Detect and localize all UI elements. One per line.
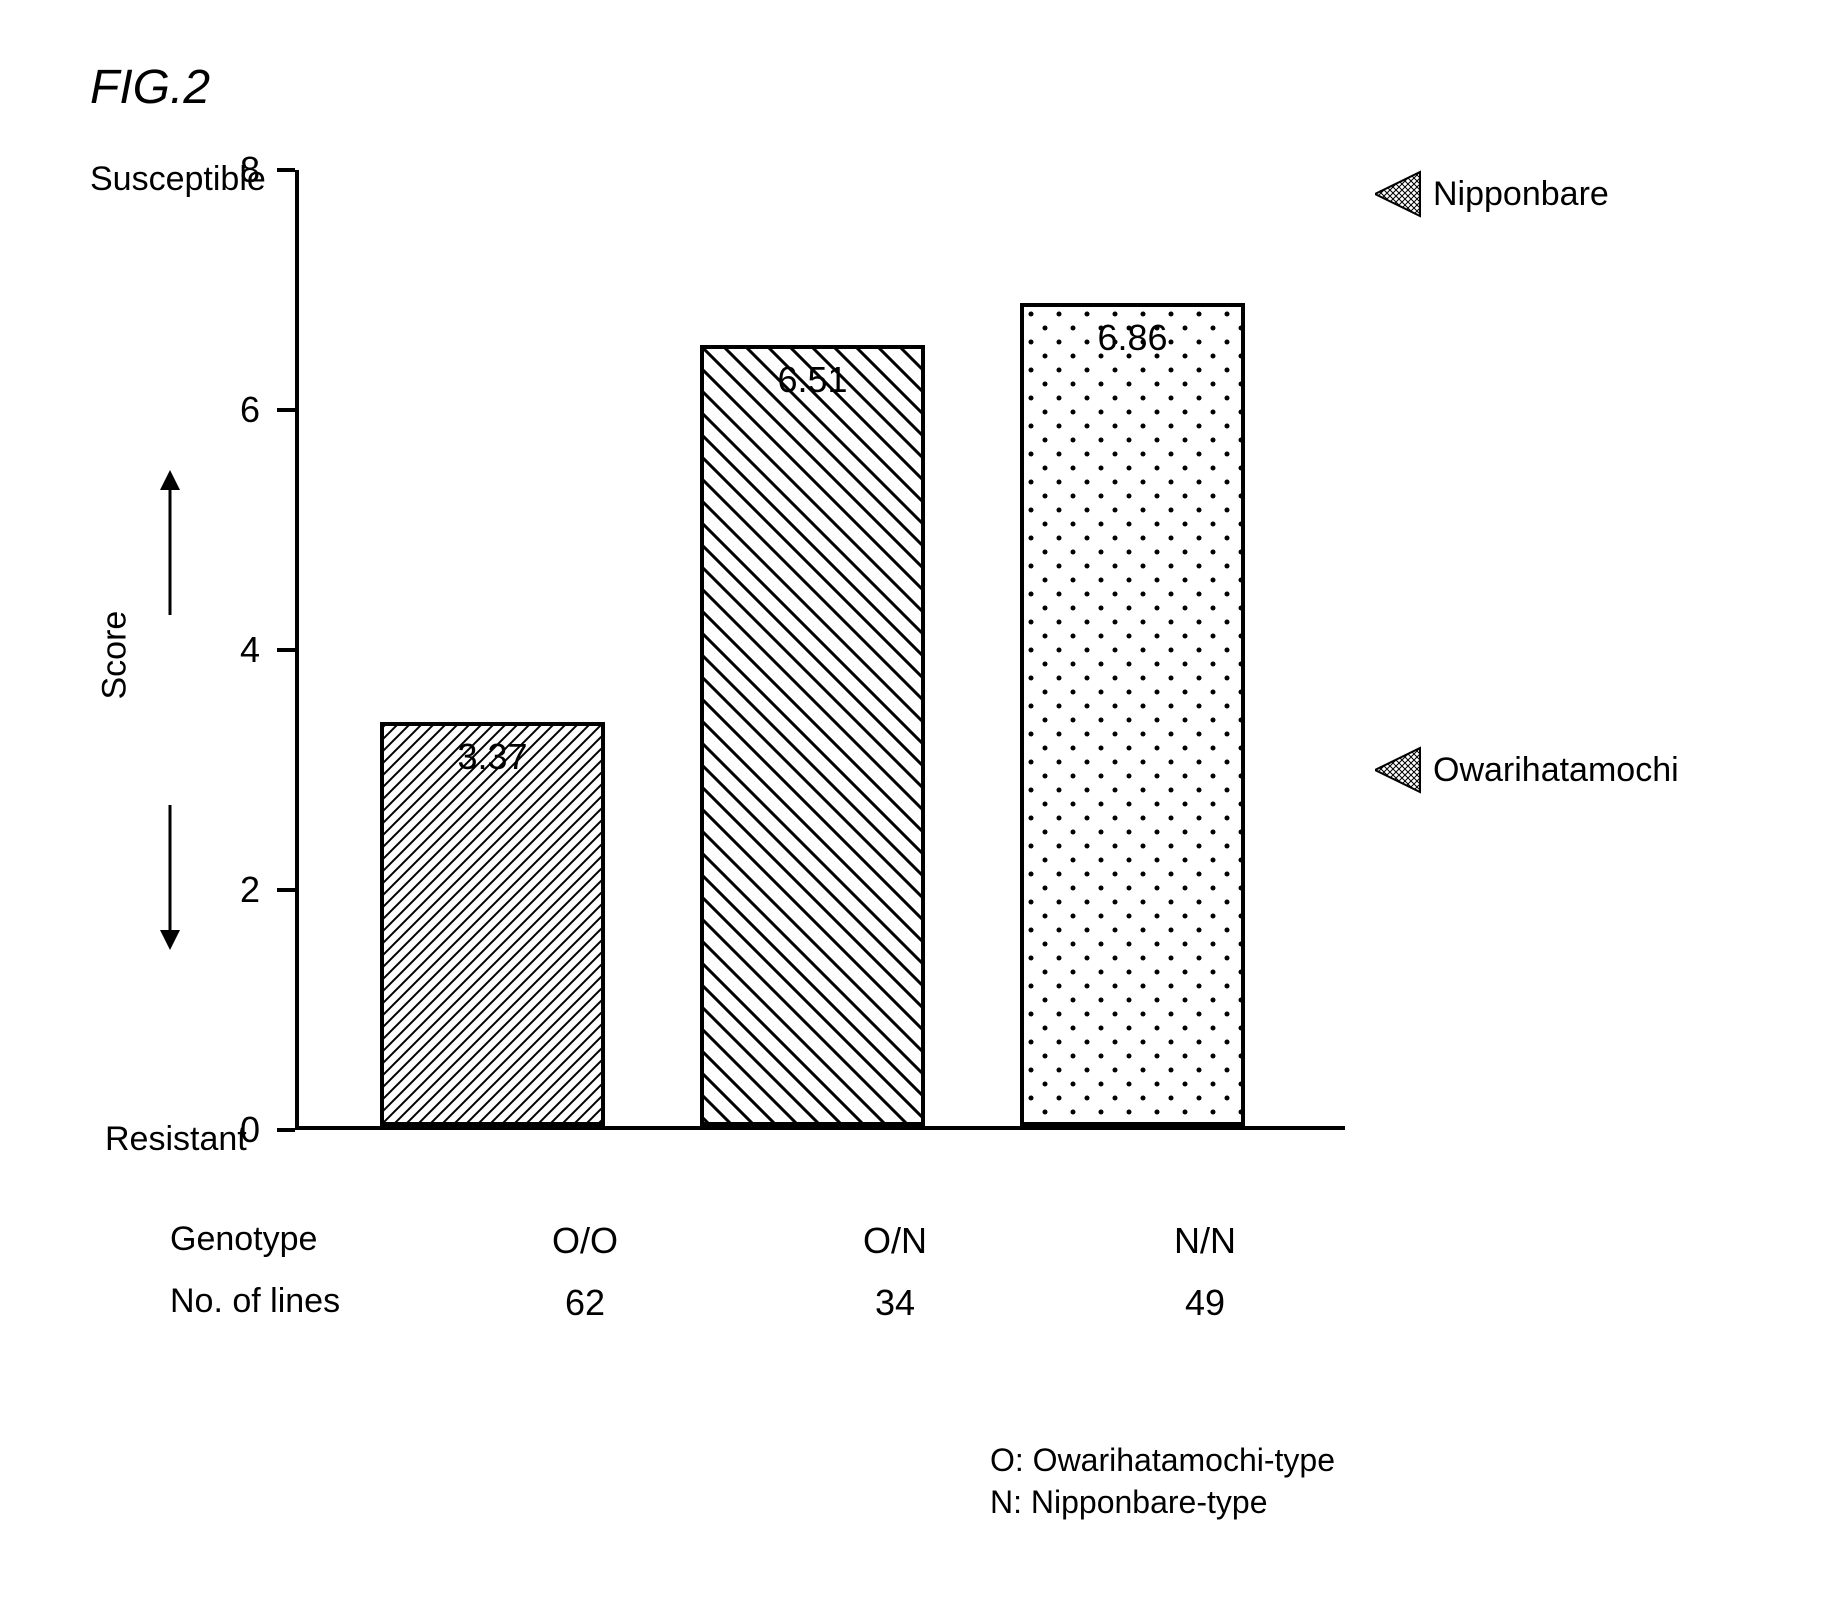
legend-line-2: N: Nipponbare-type <box>990 1482 1335 1524</box>
legend-key: O: Owarihatamochi-type N: Nipponbare-typ… <box>990 1440 1335 1523</box>
table-row: GenotypeO/OO/NN/N <box>170 1220 1370 1262</box>
marker-label: Nipponbare <box>1433 175 1609 214</box>
bar-value-label: 6.86 <box>1024 317 1241 359</box>
row-cell: O/N <box>740 1220 1050 1262</box>
row-cell: N/N <box>1050 1220 1360 1262</box>
x-axis-line <box>295 1126 1345 1130</box>
bar-value-label: 3.37 <box>384 736 601 778</box>
row-cell: O/O <box>430 1220 740 1262</box>
chart-container: FIG.2 Susceptible Resistant Score <box>40 40 1782 1573</box>
row-label: Genotype <box>170 1220 430 1262</box>
figure-title: FIG.2 <box>90 60 210 115</box>
arrow-down-icon <box>155 800 185 950</box>
y-tick <box>277 648 295 652</box>
bar-O-N: 6.51 <box>700 345 925 1126</box>
chart-plot-area: 02468 3.376.516.86 <box>295 170 1345 1130</box>
triangle-left-icon <box>1375 169 1425 219</box>
y-tick-label: 2 <box>240 869 260 911</box>
row-cell: 62 <box>430 1282 740 1324</box>
y-tick <box>277 1128 295 1132</box>
arrow-up-icon <box>155 470 185 620</box>
marker-owarihatamochi: Owarihatamochi <box>1375 745 1679 795</box>
y-tick-label: 6 <box>240 389 260 431</box>
y-tick <box>277 168 295 172</box>
data-table: GenotypeO/OO/NN/N No. of lines623449 <box>170 1220 1370 1344</box>
y-tick-label: 8 <box>240 149 260 191</box>
table-row: No. of lines623449 <box>170 1282 1370 1324</box>
bar-O-O: 3.37 <box>380 722 605 1126</box>
bar-value-label: 6.51 <box>704 359 921 401</box>
legend-line-1: O: Owarihatamochi-type <box>990 1440 1335 1482</box>
y-tick-label: 4 <box>240 629 260 671</box>
marker-nipponbare: Nipponbare <box>1375 169 1609 219</box>
y-axis-label: Score <box>96 611 135 700</box>
triangle-left-icon <box>1375 745 1425 795</box>
marker-label: Owarihatamochi <box>1433 751 1679 790</box>
y-tick <box>277 888 295 892</box>
row-cell: 49 <box>1050 1282 1360 1324</box>
y-tick-label: 0 <box>240 1109 260 1151</box>
bar-N-N: 6.86 <box>1020 303 1245 1126</box>
y-bottom-label: Resistant <box>105 1120 247 1159</box>
row-label: No. of lines <box>170 1282 430 1324</box>
y-tick <box>277 408 295 412</box>
row-cell: 34 <box>740 1282 1050 1324</box>
y-axis-line <box>295 170 299 1130</box>
